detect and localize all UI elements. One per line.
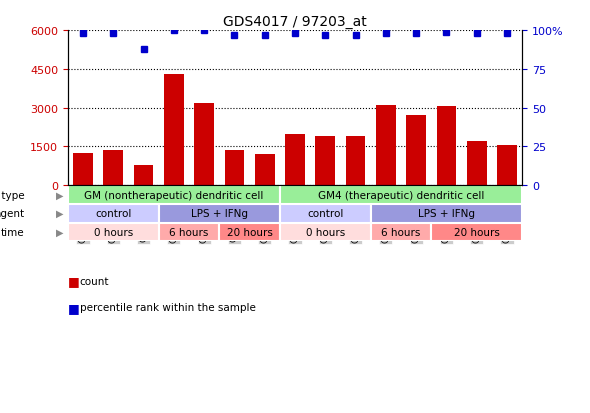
Text: 0 hours: 0 hours xyxy=(94,227,133,237)
Bar xyxy=(467,142,487,186)
Text: percentile rank within the sample: percentile rank within the sample xyxy=(80,303,255,313)
Bar xyxy=(73,154,93,186)
Bar xyxy=(371,204,522,223)
Bar xyxy=(255,155,274,186)
Bar xyxy=(431,223,522,242)
Text: agent: agent xyxy=(0,209,25,219)
Text: LPS + IFNg: LPS + IFNg xyxy=(191,209,248,219)
Text: ■: ■ xyxy=(68,301,80,314)
Bar xyxy=(219,223,280,242)
Bar xyxy=(497,146,517,186)
Bar xyxy=(280,223,371,242)
Text: 20 hours: 20 hours xyxy=(454,227,500,237)
Text: cell type: cell type xyxy=(0,190,25,200)
Text: control: control xyxy=(95,209,132,219)
Text: 6 hours: 6 hours xyxy=(169,227,209,237)
Bar xyxy=(134,165,153,186)
Bar xyxy=(280,204,371,223)
Title: GDS4017 / 97203_at: GDS4017 / 97203_at xyxy=(223,14,367,28)
Text: 0 hours: 0 hours xyxy=(306,227,345,237)
Text: GM (nontherapeutic) dendritic cell: GM (nontherapeutic) dendritic cell xyxy=(84,190,264,200)
Bar xyxy=(164,75,183,186)
Text: ▶: ▶ xyxy=(56,227,63,237)
Bar xyxy=(68,204,159,223)
Text: control: control xyxy=(307,209,343,219)
Bar xyxy=(376,106,396,186)
Bar xyxy=(437,107,456,186)
Bar xyxy=(68,186,280,204)
Bar xyxy=(346,137,365,186)
Text: GM4 (therapeutic) dendritic cell: GM4 (therapeutic) dendritic cell xyxy=(318,190,484,200)
Text: 20 hours: 20 hours xyxy=(227,227,273,237)
Bar xyxy=(103,151,123,186)
Bar xyxy=(316,137,335,186)
Text: 6 hours: 6 hours xyxy=(381,227,421,237)
Bar xyxy=(159,223,219,242)
Bar xyxy=(68,223,159,242)
Bar xyxy=(285,134,305,186)
Bar xyxy=(407,116,426,186)
Bar xyxy=(225,151,244,186)
Text: time: time xyxy=(1,227,25,237)
Text: ■: ■ xyxy=(68,274,80,287)
Bar xyxy=(194,103,214,186)
Text: count: count xyxy=(80,276,109,286)
Text: LPS + IFNg: LPS + IFNg xyxy=(418,209,475,219)
Bar xyxy=(371,223,431,242)
Text: ▶: ▶ xyxy=(56,190,63,200)
Bar xyxy=(159,204,280,223)
Text: ▶: ▶ xyxy=(56,209,63,219)
Bar xyxy=(280,186,522,204)
